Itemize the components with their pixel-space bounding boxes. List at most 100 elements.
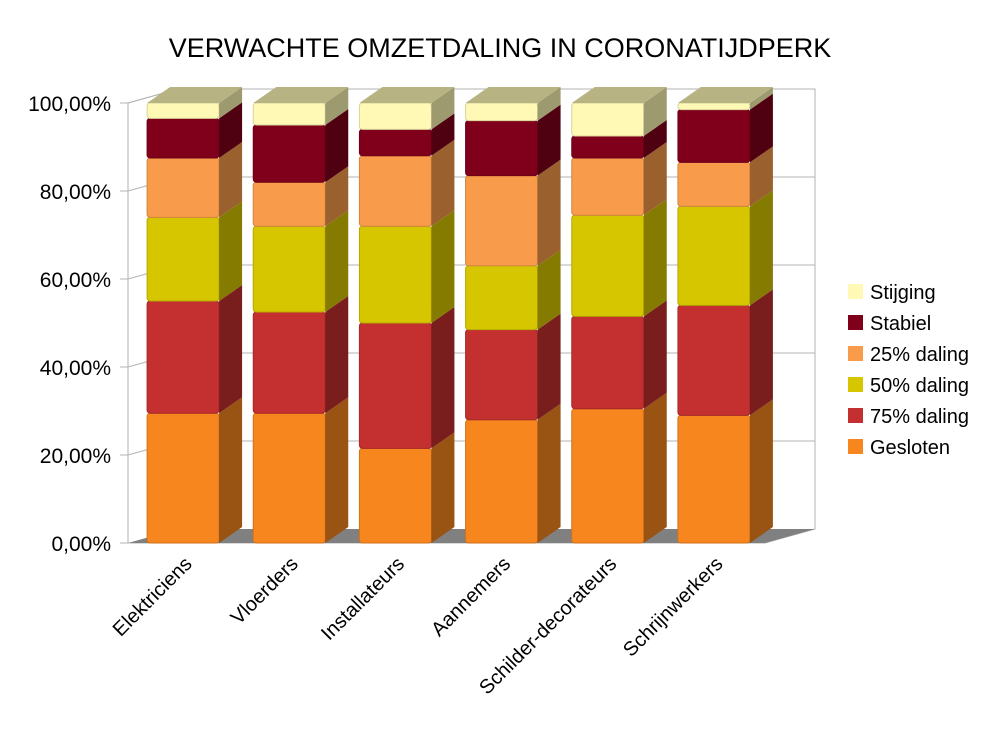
bar-side xyxy=(325,166,349,227)
bar-side xyxy=(219,142,243,218)
bar-side xyxy=(643,87,667,136)
bar-side xyxy=(219,87,243,119)
bar-side xyxy=(431,113,455,156)
bar-segment-50-daling xyxy=(252,210,349,313)
bar-segment-stijging xyxy=(465,87,561,122)
bar-top xyxy=(253,87,349,103)
y-tick-label: 80,00% xyxy=(40,181,111,204)
bar-front xyxy=(146,300,220,414)
bar-stack-schrijnwerkers xyxy=(677,87,773,544)
bar-segment-75-daling xyxy=(571,300,667,410)
bar-stack-elektriciens xyxy=(146,87,243,544)
bar-segment-gesloten xyxy=(146,397,243,544)
bar-front xyxy=(571,157,645,216)
x-tick-label: Elektriciens xyxy=(109,553,197,641)
bar-top xyxy=(571,87,667,103)
bar-side xyxy=(749,146,773,207)
bar-side xyxy=(537,104,561,176)
bar-front xyxy=(252,102,326,126)
bar-front xyxy=(358,155,432,227)
bar-segment-gesloten xyxy=(571,392,667,544)
bar-side xyxy=(431,432,455,543)
bar-front xyxy=(146,102,220,119)
x-axis-ticks: Elektriciens Vloerders Installateurs Aannem… xyxy=(109,553,728,699)
bar-front xyxy=(252,311,326,414)
bar-side xyxy=(431,210,455,323)
bar-front xyxy=(358,102,432,130)
bar-segment-stabiel xyxy=(465,104,561,177)
bar-front xyxy=(146,157,220,218)
bar-front xyxy=(677,414,751,544)
bar-front xyxy=(358,225,432,324)
bar-side xyxy=(643,300,667,409)
bar-side xyxy=(643,392,667,543)
legend-swatch xyxy=(848,346,863,361)
bar-front xyxy=(465,265,539,331)
bar-front xyxy=(677,304,751,416)
bar-side xyxy=(431,87,455,130)
bar-segment-25-daling xyxy=(465,159,561,267)
bar-segment-stabiel xyxy=(358,113,455,157)
bar-side xyxy=(325,210,349,312)
y-tick-label: 40,00% xyxy=(40,357,111,380)
bar-segment-stabiel xyxy=(146,102,243,159)
legend-label: Stijging xyxy=(870,282,936,304)
y-axis-ticks: 0,00% 20,00% 40,00% 60,00% 80,00% 100,00% xyxy=(28,93,128,556)
bar-side xyxy=(325,109,349,183)
legend-label: 75% daling xyxy=(870,406,969,428)
y-tick-label: 0,00% xyxy=(51,533,111,556)
bar-segment-75-daling xyxy=(252,296,349,414)
legend-label: Gesloten xyxy=(870,437,950,459)
bar-side xyxy=(749,87,773,110)
bar-front xyxy=(571,408,645,544)
bar-side xyxy=(219,102,243,158)
bar-side xyxy=(325,397,349,543)
bar-front xyxy=(677,161,751,207)
bar-side xyxy=(325,87,349,125)
bar-front xyxy=(571,135,645,159)
bar-side xyxy=(537,159,561,266)
chart-title: VERWACHTE OMZETDALING IN CORONATIJDPERK xyxy=(169,33,832,63)
bar-front xyxy=(571,315,645,410)
bar-top xyxy=(677,87,773,103)
x-tick-label: Installateurs xyxy=(317,553,409,645)
bar-front xyxy=(465,175,539,267)
bar-segment-stijging xyxy=(677,87,773,111)
bar-front xyxy=(465,329,539,421)
legend-swatch xyxy=(848,439,863,454)
bar-front xyxy=(146,412,220,544)
bar-segment-75-daling xyxy=(465,313,561,421)
bar-top xyxy=(147,87,243,103)
bar-segment-stabiel xyxy=(677,93,773,163)
bar-side xyxy=(431,307,455,449)
bar-segment-50-daling xyxy=(465,249,561,331)
bar-side xyxy=(537,403,561,543)
x-tick-label: Schrijnwerkers xyxy=(619,553,727,661)
bar-side xyxy=(219,285,243,414)
x-tick-label: Aannemers xyxy=(427,553,515,641)
bar-front xyxy=(146,216,220,302)
bar-side xyxy=(643,142,667,216)
bar-front xyxy=(571,214,645,317)
legend-item: Stabiel xyxy=(848,313,931,335)
y-tick-label: 60,00% xyxy=(40,269,111,292)
legend-item: Gesloten xyxy=(848,437,950,459)
bar-side xyxy=(537,313,561,420)
bar-front xyxy=(252,225,326,313)
bar-stack-schilder-decorateurs xyxy=(571,87,667,544)
bar-side xyxy=(643,199,667,317)
legend-swatch xyxy=(848,408,863,423)
bar-front xyxy=(358,447,432,544)
legend-label: 25% daling xyxy=(870,344,969,366)
bar-segment-25-daling xyxy=(571,142,667,216)
bar-top xyxy=(359,87,455,103)
bar-side xyxy=(749,399,773,543)
bar-side xyxy=(431,139,455,227)
y-tick-label: 20,00% xyxy=(40,445,111,468)
bar-segment-stijging xyxy=(571,87,667,137)
legend-item: Stijging xyxy=(848,282,936,304)
bar-front xyxy=(252,124,326,183)
bar-front xyxy=(465,419,539,544)
bar-segment-75-daling xyxy=(677,289,773,416)
